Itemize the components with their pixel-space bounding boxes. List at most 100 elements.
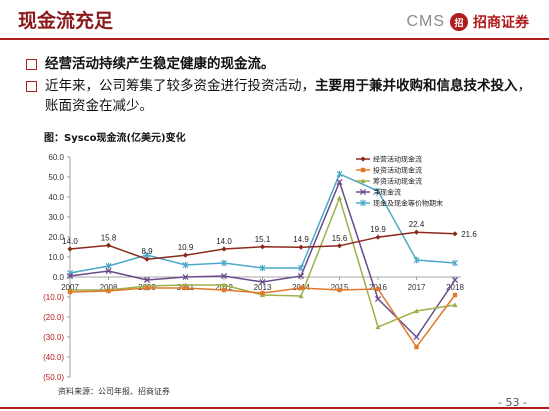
page-number: - 53 -: [498, 396, 527, 409]
data-point: [298, 293, 304, 299]
data-label: 15.6: [332, 234, 348, 243]
chart-title: 图：Sysco现金流(亿美元)变化: [44, 133, 186, 144]
logo-emblem-icon: 招: [450, 13, 468, 31]
x-tick-label: 2012: [215, 283, 233, 292]
data-point: [259, 264, 266, 272]
data-point: [337, 287, 342, 293]
title-divider: [0, 38, 549, 40]
data-label: 8.9: [141, 247, 153, 256]
y-tick-label: (30.0): [43, 333, 64, 342]
data-point: [298, 264, 304, 272]
data-point: [360, 178, 366, 184]
y-tick-label: (10.0): [43, 293, 64, 302]
x-tick-label: 2015: [331, 283, 349, 292]
data-point: [182, 273, 189, 281]
data-point: [221, 287, 227, 293]
data-point: [183, 285, 188, 291]
data-point: [143, 276, 151, 284]
y-tick-label: 20.0: [48, 233, 64, 242]
bullet-text: 近年来，公司筹集了较多资金进行投资活动，主要用于兼并收购和信息技术投入，账面资金…: [45, 78, 531, 114]
data-point: [375, 187, 381, 195]
data-point: [182, 252, 189, 258]
y-tick-label: 30.0: [48, 213, 64, 222]
x-tick-label: 2017: [408, 283, 426, 292]
y-tick-label: 50.0: [48, 173, 64, 182]
data-point: [298, 285, 304, 291]
data-point: [144, 285, 150, 291]
data-point: [260, 290, 265, 296]
data-point: [452, 292, 458, 298]
data-point: [105, 267, 112, 275]
data-point: [451, 276, 459, 284]
x-tick-label: 2013: [254, 283, 272, 292]
data-label: 15.1: [255, 235, 271, 244]
y-tick-label: 10.0: [48, 253, 64, 262]
data-point: [413, 333, 420, 341]
bullet-list: 经营活动持续产生稳定健康的现金流。 近年来，公司筹集了较多资金进行投资活动，主要…: [26, 54, 534, 118]
legend-label: 投资活动现金流: [373, 166, 422, 175]
chart-source: 资料来源：公司年报、招商证券: [58, 387, 170, 396]
slide-title: 现金流充足: [18, 10, 114, 32]
data-point: [105, 242, 112, 248]
footer-divider: [0, 407, 549, 409]
data-point: [413, 229, 420, 235]
checkbox-bullet-icon: [26, 59, 37, 70]
data-point: [360, 156, 366, 162]
data-point: [259, 278, 266, 286]
data-point: [413, 308, 420, 314]
data-point: [336, 178, 343, 186]
series-line: [70, 195, 456, 329]
data-point: [359, 188, 367, 196]
y-tick-label: 0.0: [53, 273, 65, 282]
data-label: 14.9: [293, 235, 309, 244]
data-point: [452, 259, 458, 267]
y-tick-label: 60.0: [48, 153, 64, 162]
y-tick-label: (20.0): [43, 313, 64, 322]
x-tick-label: 2008: [100, 283, 118, 292]
data-label: 14.0: [62, 237, 78, 246]
data-label: 21.6: [461, 230, 477, 239]
data-label: 14.0: [216, 237, 232, 246]
y-tick-label: (50.0): [43, 373, 64, 382]
data-label: 10.9: [178, 243, 194, 252]
x-tick-label: 2018: [446, 283, 464, 292]
data-point: [298, 244, 304, 250]
legend-label: 现金及现金等价物期末: [373, 199, 443, 208]
bullet-item: 近年来，公司筹集了较多资金进行投资活动，主要用于兼并收购和信息技术投入，账面资金…: [26, 76, 534, 116]
data-point: [375, 234, 381, 240]
data-point: [452, 231, 458, 237]
data-point: [297, 272, 305, 280]
bullet-item: 经营活动持续产生稳定健康的现金流。: [26, 54, 534, 74]
data-point: [221, 246, 227, 252]
data-point: [182, 261, 189, 269]
brand-logo: CMS 招 招商证券: [406, 12, 529, 32]
data-point: [144, 256, 150, 262]
data-label: 15.8: [101, 233, 117, 242]
data-point: [221, 282, 227, 288]
data-point: [452, 302, 458, 308]
data-point: [336, 170, 343, 178]
data-point: [360, 167, 366, 173]
data-label: 22.4: [409, 220, 425, 229]
data-point: [336, 195, 343, 201]
data-point: [67, 289, 73, 295]
data-point: [220, 272, 228, 280]
logo-cms-text: CMS: [406, 13, 445, 30]
logo-company-name: 招商证券: [473, 15, 529, 31]
data-point: [259, 244, 266, 250]
data-point: [375, 286, 381, 292]
bullet-text: 经营活动持续产生稳定健康的现金流。: [45, 56, 275, 72]
data-label: 19.9: [370, 225, 386, 234]
data-point: [105, 262, 112, 270]
data-point: [66, 272, 74, 280]
y-tick-label: (40.0): [43, 353, 64, 362]
data-point: [375, 324, 381, 330]
legend-label: 经营活动现金流: [373, 155, 422, 164]
data-point: [67, 246, 73, 252]
x-tick-label: 2007: [61, 283, 79, 292]
data-point: [106, 288, 111, 294]
legend-label: 净现金流: [373, 188, 401, 197]
legend-label: 筹资活动现金流: [373, 177, 422, 186]
data-point: [413, 256, 420, 264]
